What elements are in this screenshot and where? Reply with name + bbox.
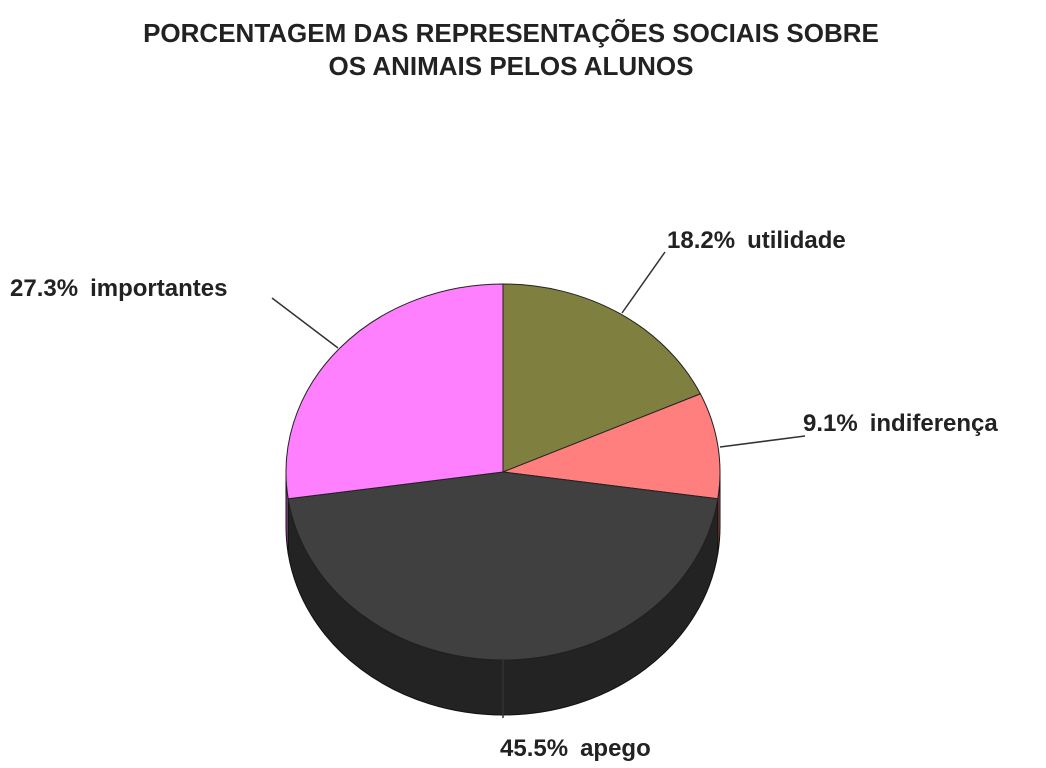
pie-slice [502,283,702,473]
category-label: indiferença [870,410,999,437]
slice-label: 9.1% indiferença [803,410,998,437]
chart-title: PORCENTAGEM DAS REPRESENTAÇÕES SOCIAIS S… [143,18,879,48]
slice-label: 27.3% importantes [10,275,227,302]
chart-title: OS ANIMAIS PELOS ALUNOS [329,51,694,81]
category-label: utilidade [747,227,846,254]
value-label: 27.3% [10,275,78,302]
pie-slice [502,393,721,500]
slice-label: 18.2% utilidade [667,227,846,254]
value-label: 18.2% [667,227,735,254]
category-label: importantes [90,275,227,302]
pie-slice [287,471,719,661]
leader-line [621,251,666,314]
leader-line [271,297,339,349]
leader-line [719,435,806,448]
slice-label: 45.5% apego [500,735,651,762]
value-label: 9.1% [803,410,858,437]
value-label: 45.5% [500,735,568,762]
pie-slice [285,283,504,500]
category-label: apego [580,735,651,762]
